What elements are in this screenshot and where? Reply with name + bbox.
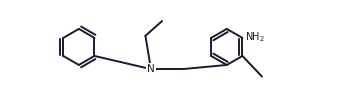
Text: NH$_2$: NH$_2$ bbox=[245, 30, 265, 44]
Text: N: N bbox=[147, 64, 155, 74]
